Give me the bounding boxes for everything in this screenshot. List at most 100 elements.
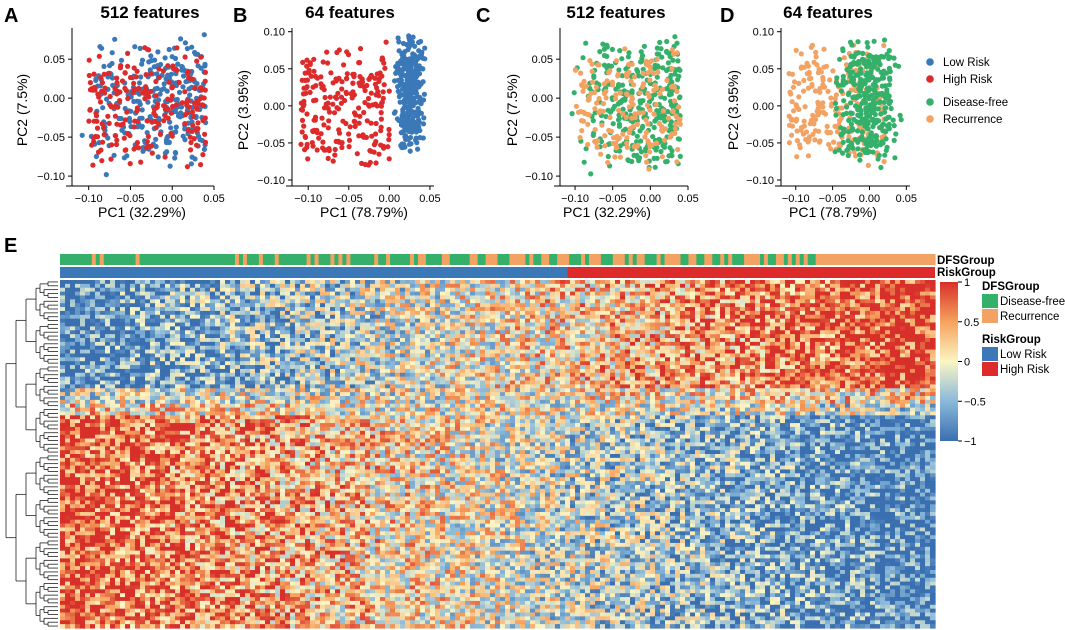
heatmap-cell xyxy=(645,280,651,285)
heatmap-cell xyxy=(625,283,631,289)
heatmap-cell xyxy=(390,303,396,308)
scatter-point-high-risk xyxy=(386,137,392,143)
heatmap-cell xyxy=(480,280,486,285)
annotation-cell-dfs xyxy=(716,254,721,265)
heatmap-cell xyxy=(75,310,81,316)
heatmap-cell xyxy=(920,322,926,327)
scatter-point-high-risk xyxy=(370,102,376,108)
x-tick-label: −0.10 xyxy=(294,193,322,205)
heatmap-cell xyxy=(650,303,656,308)
annotation-cell-dfs xyxy=(457,254,463,265)
heatmap-cell xyxy=(680,303,686,308)
scatter-point-disease-free xyxy=(886,82,893,88)
annotation-cell-dfs xyxy=(282,254,288,265)
heatmap-cell xyxy=(315,291,321,297)
annotation-cell-dfs xyxy=(425,254,431,265)
heatmap-cell xyxy=(840,322,846,327)
scatter-point-recurrence xyxy=(624,91,630,97)
annotation-cell-dfs xyxy=(183,254,188,265)
scatter-point-low-risk xyxy=(404,89,410,95)
heatmap-cell xyxy=(905,307,911,312)
heatmap-cell xyxy=(590,299,596,304)
heatmap-cell xyxy=(745,283,751,289)
scatter-point-low-risk xyxy=(118,115,124,122)
annotation-cell-dfs xyxy=(628,254,634,265)
heatmap-cell xyxy=(555,280,561,285)
heatmap-cell xyxy=(790,318,796,324)
heatmap-cell xyxy=(430,322,436,327)
scatter-point-low-risk xyxy=(139,61,145,67)
scatter-point-disease-free xyxy=(841,98,847,104)
heatmap-cell xyxy=(705,310,711,316)
heatmap-cell xyxy=(750,307,756,312)
scatter-point-recurrence xyxy=(794,154,800,160)
heatmap-cell xyxy=(145,310,151,316)
heatmap-cell xyxy=(770,314,776,320)
heatmap-cell xyxy=(560,314,566,320)
heatmap-cell xyxy=(720,287,726,293)
heatmap-cell xyxy=(115,299,121,304)
heatmap-cell xyxy=(905,310,911,316)
scatter-point-high-risk xyxy=(191,136,197,142)
heatmap-cell xyxy=(530,299,536,304)
heatmap-cell xyxy=(485,303,491,308)
heatmap-cell xyxy=(660,287,666,293)
heatmap-cell xyxy=(455,280,461,285)
heatmap-cell xyxy=(70,291,76,297)
annotation-cell-dfs xyxy=(103,254,109,265)
heatmap-cell xyxy=(235,299,241,304)
heatmap-cell xyxy=(115,318,121,324)
heatmap-cell xyxy=(580,307,586,312)
scatter-point-disease-free xyxy=(887,77,893,83)
heatmap-cell xyxy=(400,280,406,285)
heatmap-cell xyxy=(585,318,591,324)
scatter-point-high-risk xyxy=(122,70,128,76)
heatmap-cell xyxy=(525,299,531,304)
panel-letter-b: B xyxy=(233,5,247,27)
heatmap-cell xyxy=(790,283,796,289)
heatmap-cell xyxy=(460,283,466,289)
heatmap-cell xyxy=(90,314,96,320)
heatmap-cell xyxy=(630,303,636,308)
heatmap-cell xyxy=(920,280,926,285)
scatter-point-disease-free xyxy=(871,38,877,44)
heatmap-cell xyxy=(300,307,306,312)
scatter-point-low-risk xyxy=(136,80,143,86)
heatmap-cell xyxy=(485,295,491,300)
scatter-point-recurrence xyxy=(676,104,682,110)
heatmap-cell xyxy=(530,310,536,316)
annotation-cell-dfs xyxy=(497,254,502,265)
heatmap-cell xyxy=(760,283,766,289)
heatmap-cell xyxy=(265,287,271,293)
heatmap-cell xyxy=(470,307,476,312)
heatmap-cell xyxy=(860,303,866,308)
heatmap-cell xyxy=(200,291,206,297)
annotation-cell-dfs xyxy=(266,254,272,265)
annotation-cell-dfs xyxy=(219,254,224,265)
scatter-point-recurrence xyxy=(671,98,678,104)
heatmap-cell xyxy=(345,299,351,304)
heatmap-cell xyxy=(155,303,161,308)
scatter-point-high-risk xyxy=(378,103,384,109)
scatter-point-low-risk xyxy=(410,120,416,126)
heatmap-cell xyxy=(380,318,386,324)
scatter-point-low-risk xyxy=(172,155,178,161)
annotation-cell-dfs xyxy=(720,254,725,265)
heatmap-cell xyxy=(860,283,866,289)
heatmap-cell xyxy=(670,295,676,300)
scatter-point-disease-free xyxy=(610,106,616,112)
annotation-cell-dfs xyxy=(398,254,403,265)
heatmap-cell xyxy=(820,287,826,293)
scatter-point-low-risk xyxy=(162,55,168,61)
heatmap-cell xyxy=(225,295,231,300)
heatmap-cell xyxy=(70,287,76,293)
heatmap-cell xyxy=(95,318,101,324)
scatter-point-high-risk xyxy=(299,129,305,135)
heatmap-cell xyxy=(610,291,616,297)
heatmap-cell xyxy=(275,314,281,320)
scatter-point-disease-free xyxy=(888,105,894,112)
heatmap-cell xyxy=(400,295,406,300)
heatmap-cell xyxy=(600,299,606,304)
scatter-point-high-risk xyxy=(174,45,180,51)
scatter-point-low-risk xyxy=(415,146,421,152)
